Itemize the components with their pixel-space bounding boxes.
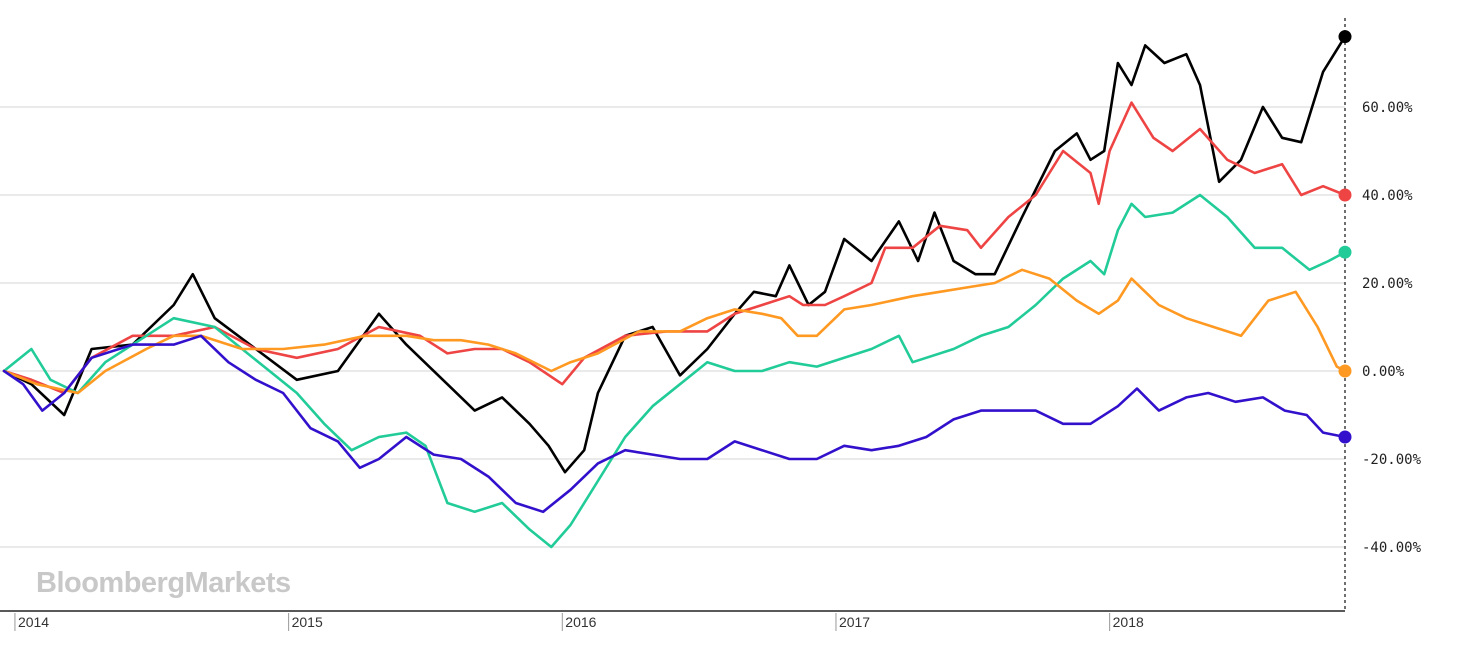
series-line (2, 35, 1347, 474)
series-line (2, 334, 1347, 514)
x-tick-label: 2015 (292, 614, 323, 630)
series-endpoint (1338, 30, 1352, 44)
y-tick-label: -40.00% (1362, 540, 1422, 556)
y-axis: 60.00% 40.00% 20.00% 0.00% -20.00% -40.00% (1362, 100, 1422, 556)
horizontal-gridlines (0, 106, 1345, 548)
series-endpoint (1338, 364, 1352, 378)
series-line (2, 268, 1347, 395)
y-tick-label: 60.00% (1362, 100, 1413, 116)
x-tick-label: 2016 (565, 614, 596, 630)
series-line (2, 101, 1347, 395)
x-tick-label: 2017 (839, 614, 870, 630)
bloomberg-markets-watermark: BloombergMarkets (36, 567, 291, 599)
y-tick-label: -20.00% (1362, 452, 1422, 468)
series-line (2, 193, 1347, 549)
y-tick-label: 0.00% (1362, 364, 1405, 380)
y-tick-label: 40.00% (1362, 188, 1413, 204)
series-endpoint (1338, 430, 1352, 444)
y-tick-label: 20.00% (1362, 276, 1413, 292)
x-tick-label: 2014 (18, 614, 49, 630)
series-endpoints (1338, 30, 1352, 444)
series-endpoint (1338, 245, 1352, 259)
x-tick-label: 2018 (1113, 614, 1144, 630)
series-endpoint (1338, 188, 1352, 202)
x-axis: 2014 2015 2016 2017 2018 (0, 610, 1470, 631)
series-lines (2, 35, 1347, 549)
